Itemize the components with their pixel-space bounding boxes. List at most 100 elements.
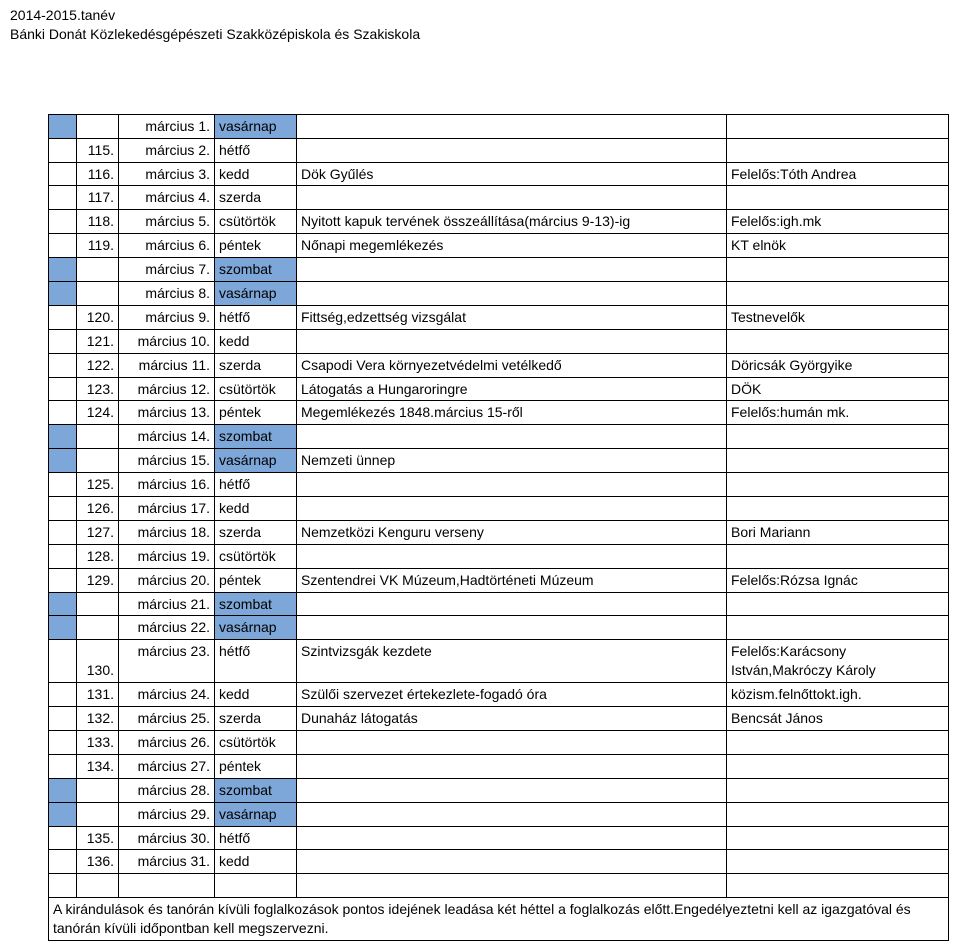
- weekend-shade-cell: [49, 568, 77, 592]
- row-date: március 22.: [119, 616, 215, 640]
- row-day: szerda: [215, 353, 297, 377]
- weekend-shade-cell: [49, 520, 77, 544]
- weekend-shade-cell: [49, 377, 77, 401]
- row-day: csütörtök: [215, 730, 297, 754]
- row-day: vasárnap: [215, 449, 297, 473]
- row-day: kedd: [215, 683, 297, 707]
- row-responsible: Felelős:Karácsony István,Makróczy Károly: [727, 640, 949, 683]
- table-row: 131.március 24.keddSzülői szervezet érte…: [49, 683, 949, 707]
- weekend-shade-cell: [49, 329, 77, 353]
- table-row: március 21.szombat: [49, 592, 949, 616]
- weekend-shade-cell: [49, 258, 77, 282]
- row-responsible: [727, 592, 949, 616]
- weekend-shade-cell: [49, 497, 77, 521]
- row-date: március 5.: [119, 210, 215, 234]
- weekend-shade-cell: [49, 234, 77, 258]
- row-event: Nőnapi megemlékezés: [297, 234, 727, 258]
- header-school: Bánki Donát Közlekedésgépészeti Szakközé…: [10, 25, 950, 44]
- row-date: március 27.: [119, 754, 215, 778]
- note-row: A kirándulások és tanórán kívüli foglalk…: [49, 898, 949, 941]
- weekend-shade-cell: [49, 353, 77, 377]
- row-number: [77, 425, 119, 449]
- row-day: vasárnap: [215, 802, 297, 826]
- weekend-shade-cell: [49, 186, 77, 210]
- row-day: péntek: [215, 401, 297, 425]
- weekend-shade-cell: [49, 826, 77, 850]
- row-event: Szentendrei VK Múzeum,Hadtörténeti Múzeu…: [297, 568, 727, 592]
- row-number: 119.: [77, 234, 119, 258]
- row-number: 134.: [77, 754, 119, 778]
- row-number: [77, 592, 119, 616]
- row-event: Nyitott kapuk tervének összeállítása(már…: [297, 210, 727, 234]
- row-day: szombat: [215, 258, 297, 282]
- row-number: [77, 616, 119, 640]
- row-day: hétfő: [215, 826, 297, 850]
- row-date: március 28.: [119, 778, 215, 802]
- row-date: március 9.: [119, 305, 215, 329]
- row-day: hétfő: [215, 640, 297, 683]
- row-date: március 8.: [119, 282, 215, 306]
- row-number: 129.: [77, 568, 119, 592]
- table-row: 116.március 3.keddDök GyűlésFelelős:Tóth…: [49, 162, 949, 186]
- table-row: március 7.szombat: [49, 258, 949, 282]
- row-event: [297, 282, 727, 306]
- row-day: szombat: [215, 778, 297, 802]
- table-row: 115.március 2.hétfő: [49, 138, 949, 162]
- row-number: 125.: [77, 473, 119, 497]
- row-event: [297, 754, 727, 778]
- row-event: [297, 473, 727, 497]
- row-number: 120.: [77, 305, 119, 329]
- row-day: péntek: [215, 568, 297, 592]
- row-responsible: [727, 778, 949, 802]
- weekend-shade-cell: [49, 305, 77, 329]
- row-number: 133.: [77, 730, 119, 754]
- row-date: március 4.: [119, 186, 215, 210]
- table-row: 136.március 31.kedd: [49, 850, 949, 874]
- row-responsible: [727, 138, 949, 162]
- weekend-shade-cell: [49, 850, 77, 874]
- table-row: 122.március 11.szerdaCsapodi Vera környe…: [49, 353, 949, 377]
- row-number: 115.: [77, 138, 119, 162]
- weekend-shade-cell: [49, 162, 77, 186]
- row-event: [297, 425, 727, 449]
- weekend-shade-cell: [49, 210, 77, 234]
- row-number: 135.: [77, 826, 119, 850]
- table-row: 119.március 6.péntekNőnapi megemlékezésK…: [49, 234, 949, 258]
- table-row: március 22.vasárnap: [49, 616, 949, 640]
- row-date: március 15.: [119, 449, 215, 473]
- row-date: március 29.: [119, 802, 215, 826]
- row-date: március 19.: [119, 544, 215, 568]
- row-event: [297, 497, 727, 521]
- blank-row: [49, 874, 949, 898]
- row-number: 136.: [77, 850, 119, 874]
- schedule-table: március 1.vasárnap115.március 2.hétfő116…: [48, 114, 949, 941]
- row-event: Nemzetközi Kenguru verseny: [297, 520, 727, 544]
- table-row: 133.március 26.csütörtök: [49, 730, 949, 754]
- row-event: [297, 802, 727, 826]
- row-number: 123.: [77, 377, 119, 401]
- row-responsible: [727, 730, 949, 754]
- row-responsible: KT elnök: [727, 234, 949, 258]
- row-day: csütörtök: [215, 544, 297, 568]
- weekend-shade-cell: [49, 640, 77, 683]
- row-responsible: [727, 425, 949, 449]
- table-row: 120.március 9.hétfőFittség,edzettség viz…: [49, 305, 949, 329]
- row-day: hétfő: [215, 305, 297, 329]
- row-responsible: [727, 497, 949, 521]
- row-number: [77, 258, 119, 282]
- row-number: 121.: [77, 329, 119, 353]
- row-responsible: [727, 329, 949, 353]
- table-row: március 1.vasárnap: [49, 114, 949, 138]
- row-responsible: Bencsát János: [727, 707, 949, 731]
- row-date: március 31.: [119, 850, 215, 874]
- weekend-shade-cell: [49, 683, 77, 707]
- table-row: március 8.vasárnap: [49, 282, 949, 306]
- row-date: március 17.: [119, 497, 215, 521]
- table-row: 117.március 4.szerda: [49, 186, 949, 210]
- row-responsible: [727, 616, 949, 640]
- row-event: Dök Gyűlés: [297, 162, 727, 186]
- table-row: március 28.szombat: [49, 778, 949, 802]
- row-date: március 16.: [119, 473, 215, 497]
- weekend-shade-cell: [49, 707, 77, 731]
- row-number: 117.: [77, 186, 119, 210]
